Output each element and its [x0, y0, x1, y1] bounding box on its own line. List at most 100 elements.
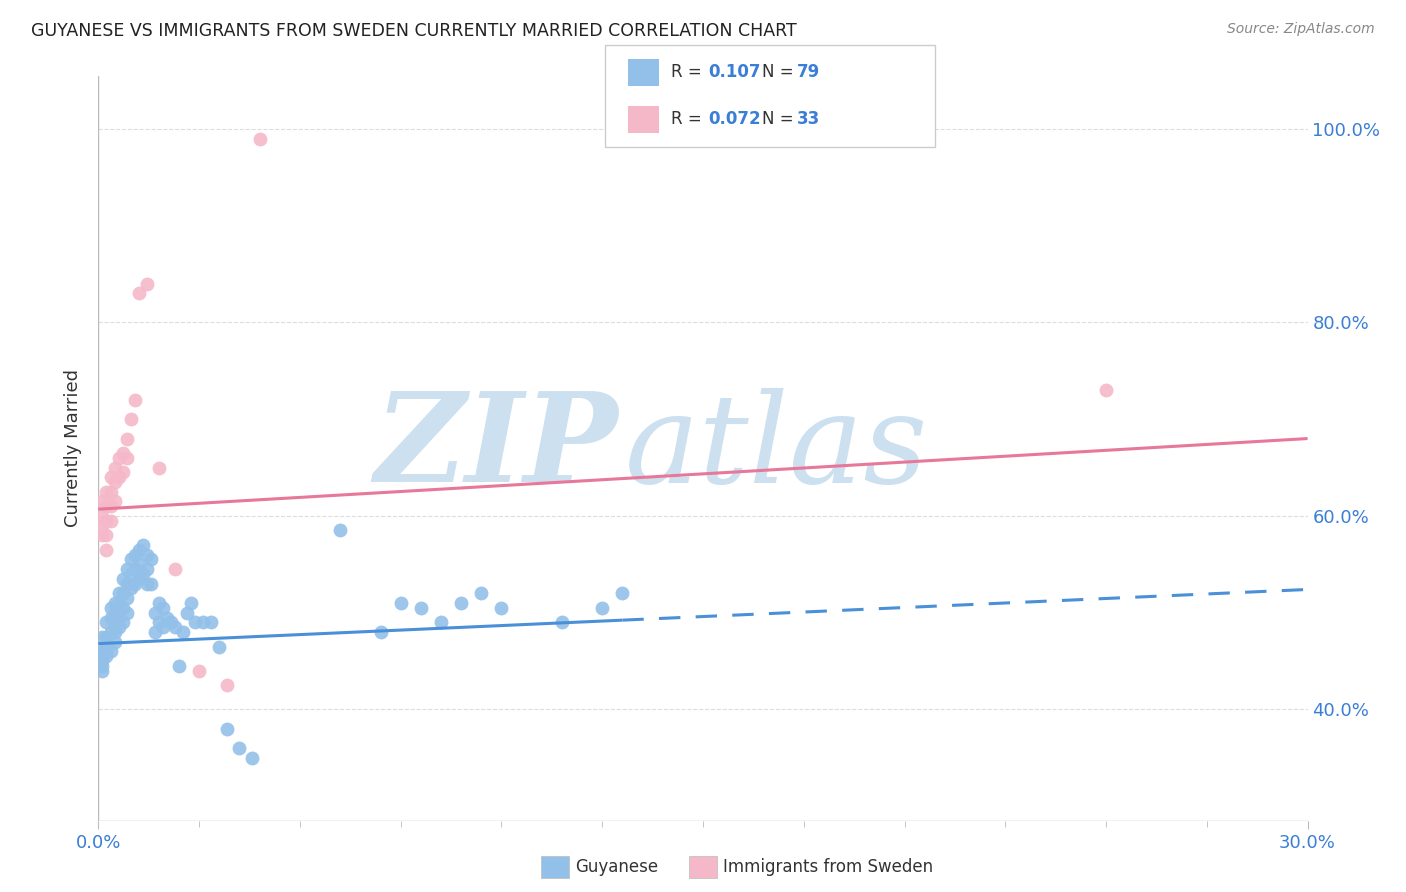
Point [100, 500, 122, 514]
Point [96, 528, 118, 542]
Point [128, 572, 150, 586]
Point [100, 644, 122, 658]
Point [124, 562, 146, 576]
Point [107, 450, 129, 465]
Point [167, 658, 190, 673]
Text: N =: N = [762, 111, 799, 128]
Point [100, 514, 122, 528]
Point [100, 600, 122, 615]
Text: atlas: atlas [624, 387, 928, 509]
Point [128, 558, 150, 572]
Point [103, 475, 125, 489]
Point [96, 615, 118, 630]
Point [329, 524, 352, 538]
Point [115, 606, 138, 620]
Point [91, 528, 114, 542]
Point [491, 600, 513, 615]
Point [128, 286, 150, 301]
Point [135, 562, 157, 576]
Point [115, 450, 138, 465]
Point [370, 625, 392, 640]
Point [103, 634, 125, 648]
Point [450, 596, 472, 610]
Point [124, 548, 146, 562]
Point [132, 538, 155, 552]
Text: Guyanese: Guyanese [575, 858, 658, 876]
Point [115, 562, 138, 576]
Y-axis label: Currently Married: Currently Married [65, 369, 83, 527]
Point [103, 625, 125, 640]
Point [91, 630, 114, 644]
Point [91, 649, 114, 664]
Point [120, 582, 142, 596]
Text: R =: R = [671, 63, 707, 81]
Point [115, 432, 138, 446]
Point [91, 654, 114, 668]
Text: Source: ZipAtlas.com: Source: ZipAtlas.com [1227, 22, 1375, 37]
Point [200, 615, 222, 630]
Point [217, 678, 239, 692]
Point [120, 552, 142, 566]
Point [128, 542, 150, 557]
Point [91, 644, 114, 658]
Point [100, 470, 122, 484]
Point [143, 606, 166, 620]
Point [91, 664, 114, 678]
Point [96, 514, 118, 528]
Point [1095, 383, 1118, 397]
Point [96, 630, 118, 644]
Point [148, 615, 170, 630]
Point [91, 508, 114, 523]
Point [152, 600, 174, 615]
Point [124, 392, 146, 407]
Point [228, 741, 250, 756]
Point [172, 625, 194, 640]
Text: 0.107: 0.107 [709, 63, 761, 81]
Point [111, 600, 134, 615]
Point [103, 460, 125, 475]
Point [103, 615, 125, 630]
Point [96, 649, 118, 664]
Text: R =: R = [671, 111, 707, 128]
Point [100, 484, 122, 499]
Text: 33: 33 [797, 111, 821, 128]
Point [612, 586, 634, 600]
Point [470, 586, 492, 600]
Point [389, 596, 412, 610]
Point [163, 562, 186, 576]
Point [163, 620, 186, 634]
Point [107, 470, 129, 484]
Point [208, 640, 231, 654]
Point [111, 466, 134, 480]
Point [591, 600, 613, 615]
Point [430, 615, 453, 630]
Point [148, 596, 170, 610]
Point [176, 606, 198, 620]
Point [180, 596, 202, 610]
Point [115, 576, 138, 591]
Point [111, 615, 134, 630]
Point [120, 566, 142, 581]
Point [152, 620, 174, 634]
Point [103, 494, 125, 508]
Point [135, 548, 157, 562]
Point [148, 460, 170, 475]
Point [100, 610, 122, 624]
Point [132, 566, 155, 581]
Point [143, 625, 166, 640]
Point [96, 484, 118, 499]
Point [193, 615, 215, 630]
Point [124, 576, 146, 591]
Point [96, 644, 118, 658]
Text: 0.072: 0.072 [709, 111, 761, 128]
Point [111, 446, 134, 460]
Point [184, 615, 207, 630]
Point [107, 586, 129, 600]
Point [91, 494, 114, 508]
Point [240, 751, 263, 765]
Text: Immigrants from Sweden: Immigrants from Sweden [723, 858, 932, 876]
Point [188, 664, 211, 678]
Point [107, 610, 129, 624]
Point [91, 518, 114, 533]
Point [100, 625, 122, 640]
